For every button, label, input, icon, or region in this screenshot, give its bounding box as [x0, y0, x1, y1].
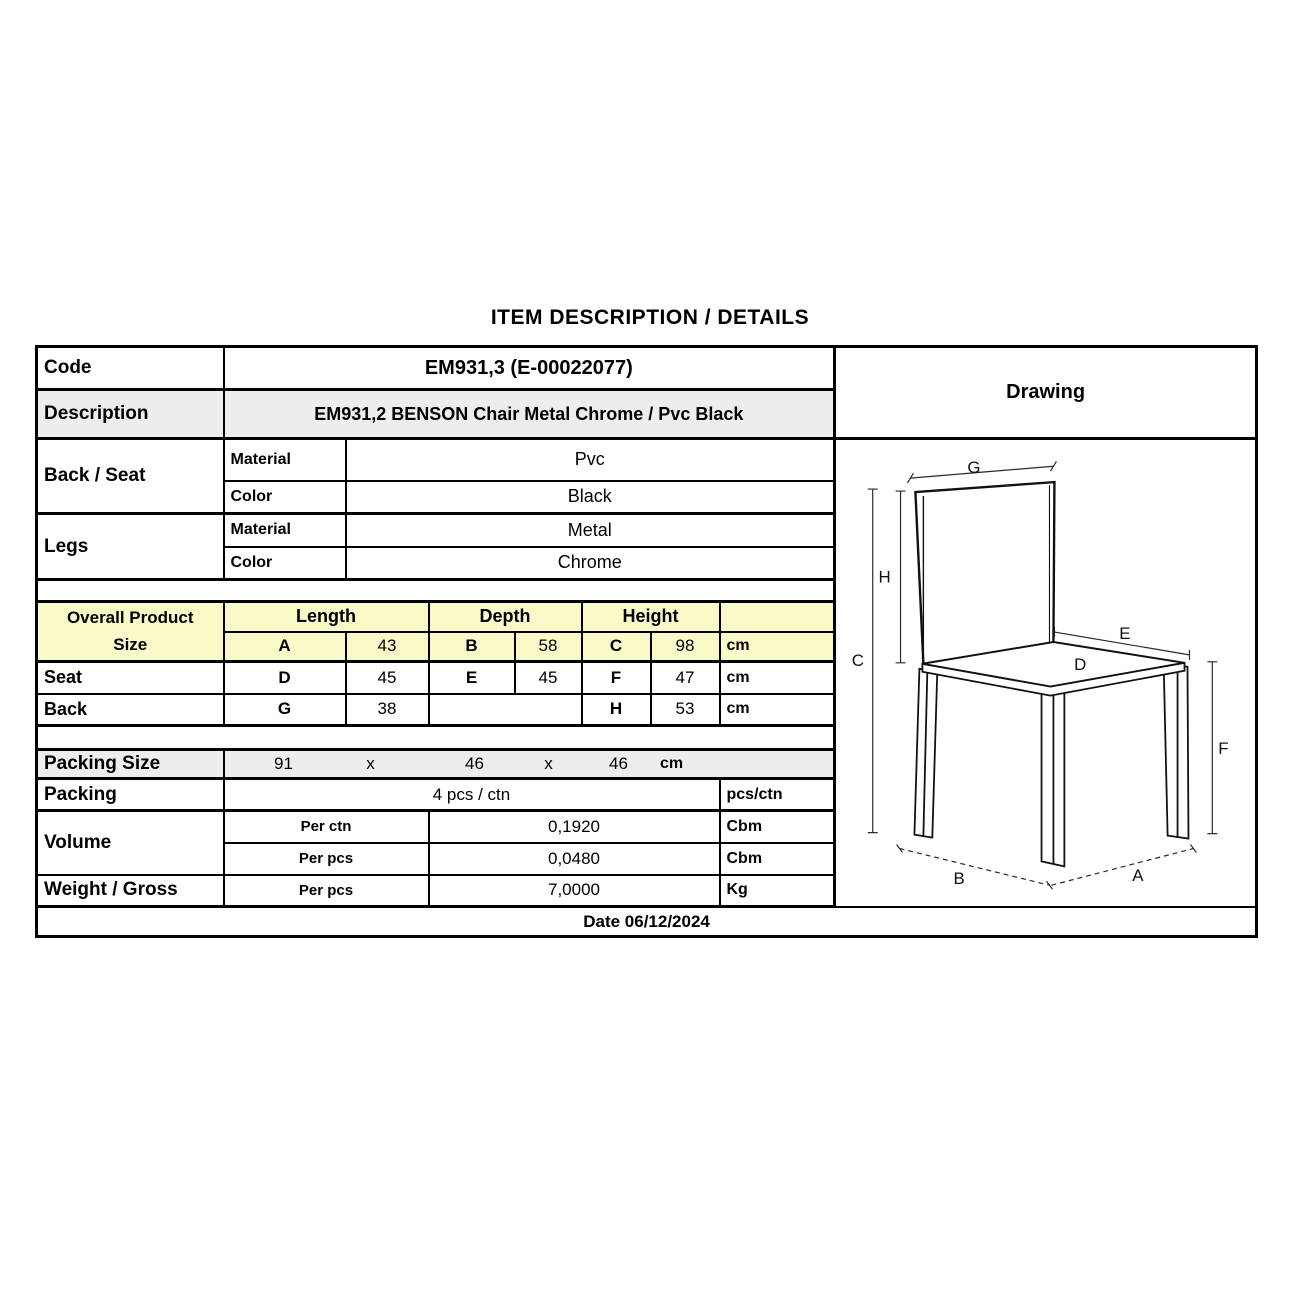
seat-d-value: 45: [344, 660, 430, 695]
packing-size-value: 91 x 46 x 46 cm: [222, 748, 836, 780]
legs-color-key: Color: [222, 545, 347, 581]
back-seat-material-value: Pvc: [344, 437, 836, 482]
weight-unit: Kg: [718, 873, 836, 908]
dim-line-a: [1051, 847, 1194, 886]
overall-size-line2: Size: [113, 634, 148, 654]
dim-label-c: C: [852, 651, 864, 670]
length-header: Length: [222, 600, 430, 633]
overall-size-line1: Overall Product: [66, 608, 194, 628]
weight-key: Per pcs: [222, 873, 430, 908]
overall-a-key: A: [222, 630, 347, 663]
date-row: Date 06/12/2024: [35, 905, 1258, 938]
drawing-header: Drawing: [833, 345, 1258, 440]
volume-ctn-value: 0,1920: [427, 809, 721, 844]
packing-size-unit: cm: [659, 755, 684, 772]
weight-value: 7,0000: [427, 873, 721, 908]
dim-label-g: G: [968, 458, 981, 477]
depth-header: Depth: [427, 600, 583, 633]
chair-seat-edge: [921, 661, 1186, 697]
packing-size-x1: x: [366, 754, 375, 773]
volume-ctn-key: Per ctn: [222, 809, 430, 844]
dim-label-e: E: [1119, 624, 1130, 643]
weight-label: Weight / Gross: [35, 873, 225, 908]
seat-f-value: 47: [649, 660, 721, 695]
seat-d-key: D: [222, 660, 347, 695]
packing-unit: pcs/ctn: [718, 777, 836, 812]
chair-drawing: G H C E D F B A: [852, 458, 1229, 890]
spacer-row: [35, 724, 836, 751]
unit-header-empty: [718, 600, 836, 633]
overall-c-value: 98: [649, 630, 721, 663]
overall-size-label: Overall Product Size: [35, 600, 225, 663]
chair-backrest: [914, 480, 1056, 666]
legs-material-key: Material: [222, 512, 347, 548]
back-unit: cm: [718, 692, 836, 727]
back-g-key: G: [222, 692, 347, 727]
back-seat-color-value: Black: [344, 479, 836, 515]
overall-unit: cm: [718, 630, 836, 663]
back-seat-color-key: Color: [222, 479, 347, 515]
page-title: ITEM DESCRIPTION / DETAILS: [490, 306, 810, 329]
dim-label-d: D: [1074, 655, 1086, 674]
dim-line-g: [910, 465, 1054, 479]
dim-label-f: F: [1218, 739, 1228, 758]
dim-label-h: H: [879, 567, 891, 586]
description-label: Description: [35, 388, 225, 440]
overall-a-value: 43: [344, 630, 430, 663]
volume-pcs-unit: Cbm: [718, 841, 836, 876]
overall-b-value: 58: [513, 630, 583, 663]
dim-line-b: [899, 847, 1050, 886]
packing-size-v1: 91: [274, 754, 293, 773]
overall-c-key: C: [580, 630, 652, 663]
height-header: Height: [580, 600, 721, 633]
packing-size-x2: x: [544, 754, 553, 773]
packing-size-v2: 46: [465, 754, 484, 773]
volume-ctn-unit: Cbm: [718, 809, 836, 844]
back-g-value: 38: [344, 692, 430, 727]
spacer-row: [35, 578, 836, 603]
packing-value: 4 pcs / ctn: [222, 777, 721, 812]
packing-size-v3: 46: [609, 754, 628, 773]
legs-material-value: Metal: [344, 512, 836, 548]
dim-line-e: [1054, 631, 1190, 656]
packing-label: Packing: [35, 777, 225, 812]
seat-f-key: F: [580, 660, 652, 695]
overall-b-key: B: [427, 630, 516, 663]
volume-pcs-key: Per pcs: [222, 841, 430, 876]
volume-pcs-value: 0,0480: [427, 841, 721, 876]
legs-label: Legs: [35, 512, 225, 581]
dim-label-a: A: [1132, 866, 1144, 885]
back-h-key: H: [580, 692, 652, 727]
back-seat-label: Back / Seat: [35, 437, 225, 515]
legs-color-value: Chrome: [344, 545, 836, 581]
seat-unit: cm: [718, 660, 836, 695]
code-value: EM931,3 (E-00022077): [222, 345, 836, 391]
volume-label: Volume: [35, 809, 225, 876]
seat-e-value: 45: [513, 660, 583, 695]
drawing-panel: G H C E D F B A: [833, 437, 1258, 908]
chair-leg-right: [1162, 662, 1190, 840]
seat-e-key: E: [427, 660, 516, 695]
description-value: EM931,2 BENSON Chair Metal Chrome / Pvc …: [222, 388, 836, 440]
back-empty-cell: [427, 692, 583, 727]
dim-label-b: B: [954, 869, 965, 888]
spec-table: Code EM931,3 (E-00022077) Drawing Descri…: [35, 345, 1259, 938]
back-seat-material-key: Material: [222, 437, 347, 482]
back-h-value: 53: [649, 692, 721, 727]
packing-size-label: Packing Size: [35, 748, 225, 780]
code-label: Code: [35, 345, 225, 391]
back-label: Back: [35, 692, 225, 727]
seat-label: Seat: [35, 660, 225, 695]
